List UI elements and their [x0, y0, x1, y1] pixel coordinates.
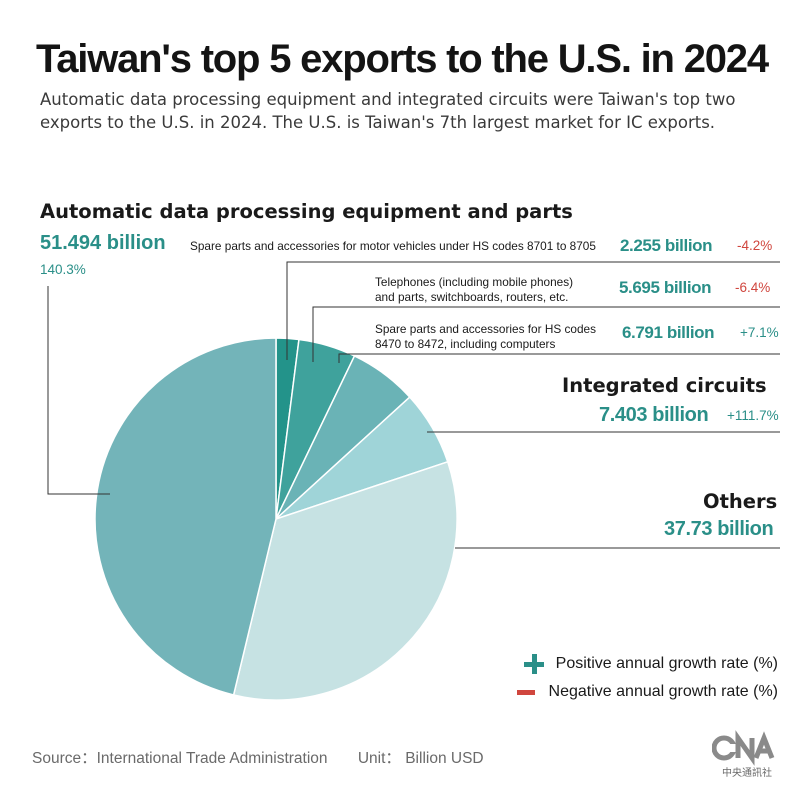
label-phone-name-2: and parts, switchboards, routers, etc. — [375, 290, 569, 304]
label-ic-rate: +111.7% — [727, 408, 779, 423]
label-ic-value: 7.403 billion — [599, 404, 709, 426]
pie-slices — [94, 337, 458, 701]
label-motor-rate: -4.2% — [737, 238, 773, 253]
page-title: Taiwan's top 5 exports to the U.S. in 20… — [36, 37, 769, 81]
leader-lines — [47, 261, 780, 549]
footer: Source：International Trade Administratio… — [32, 746, 492, 768]
leader-line-main — [47, 286, 110, 495]
plus-icon — [523, 654, 544, 674]
footer-unit: Unit： Billion USD — [357, 750, 484, 767]
legend-positive: Positive annual growth rate (%) — [523, 654, 778, 674]
label-motor-value: 2.255 billion — [620, 236, 713, 255]
page-subtitle: Automatic data processing equipment and … — [40, 90, 736, 132]
footer-source: Source：International Trade Administratio… — [32, 750, 328, 767]
label-hs-name-2: 8470 to 8472, including computers — [375, 337, 556, 351]
leader-line-phone — [312, 306, 780, 362]
minus-icon — [516, 682, 537, 702]
label-motor-name: Spare parts and accessories for motor ve… — [190, 239, 596, 253]
label-phone-name-1: Telephones (including mobile phones) — [375, 275, 574, 289]
cna-logo: 中央通訊社 — [712, 730, 775, 779]
label-phone-rate: -6.4% — [735, 280, 771, 295]
label-main-rate: 140.3% — [40, 262, 86, 277]
label-main-value: 51.494 billion — [40, 232, 166, 254]
legend-negative: Negative annual growth rate (%) — [516, 682, 778, 702]
label-ic-name: Integrated circuits — [562, 374, 767, 397]
label-main-name: Automatic data processing equipment and … — [40, 200, 573, 223]
label-hs-name-1: Spare parts and accessories for HS codes — [375, 322, 596, 336]
leader-line-motor — [286, 261, 780, 360]
logo-text: 中央通訊社 — [722, 766, 772, 779]
pie-slice-4 — [232, 460, 458, 701]
legend-negative-label: Negative annual growth rate (%) — [548, 683, 778, 701]
leader-line-hs — [338, 353, 780, 363]
label-others-value: 37.73 billion — [664, 518, 774, 540]
label-hs-value: 6.791 billion — [622, 323, 715, 342]
label-hs-rate: +7.1% — [740, 325, 779, 340]
legend-positive-label: Positive annual growth rate (%) — [555, 655, 778, 673]
label-phone-value: 5.695 billion — [619, 278, 712, 297]
pie-slice-5 — [94, 337, 277, 696]
label-others-name: Others — [703, 490, 778, 513]
